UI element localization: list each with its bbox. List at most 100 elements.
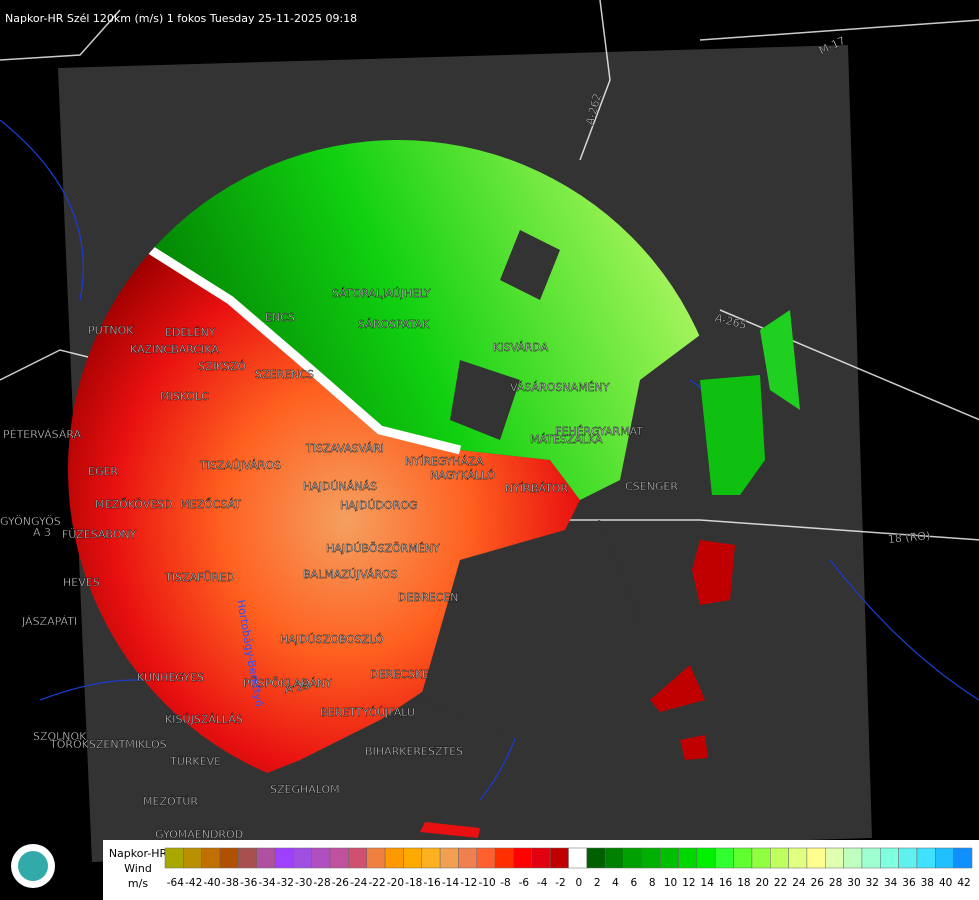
legend-swatch	[861, 847, 881, 869]
legend-swatch	[714, 847, 734, 869]
place-label: MEZŐTÚR	[143, 794, 198, 808]
legend-tick-label: 42	[957, 877, 970, 889]
radar-echo	[68, 140, 720, 800]
legend-tick-label: 16	[719, 877, 733, 889]
place-label: FEHÉRGYARMAT	[555, 425, 643, 438]
map-title: Napkor-HR Szél 120km (m/s) 1 fokos Tuesd…	[5, 12, 357, 25]
legend-tick-label: 36	[902, 877, 916, 889]
legend-swatch	[183, 847, 202, 869]
place-label: FÜZESABONY	[62, 528, 137, 541]
legend-swatch	[311, 847, 331, 869]
legend-tick-label: -6	[519, 877, 530, 889]
legend-swatch	[238, 847, 257, 869]
legend-tick-label: -16	[424, 877, 441, 889]
place-label: TÚRKEVE	[169, 755, 221, 768]
legend-tick-label: -8	[500, 877, 510, 889]
legend-swatch	[421, 847, 441, 869]
legend-swatch	[806, 847, 826, 869]
place-label: BERETTYÓÚJFALU	[320, 706, 415, 719]
legend-tick-label: -36	[240, 877, 257, 889]
legend-tick-label: 8	[649, 877, 656, 889]
legend-tick-label: -28	[313, 877, 330, 889]
place-label: KISVÁRDA	[493, 341, 549, 354]
place-label: CSENGER	[625, 480, 678, 493]
place-label: PÉTERVÁSÁRA	[3, 428, 82, 441]
legend-swatch	[843, 847, 863, 869]
legend-swatch	[788, 847, 808, 869]
legend-tick-label: 22	[774, 877, 787, 889]
legend-tick-label: -2	[555, 877, 565, 889]
legend-tick-label: -10	[479, 877, 496, 889]
legend-tick-label: 24	[792, 877, 806, 889]
legend-tick-label: -20	[387, 877, 404, 889]
place-label: SZEGHALOM	[270, 783, 340, 796]
legend-tick-label: 20	[756, 877, 769, 889]
place-label: NAGYKÁLLÓ	[430, 469, 496, 482]
legend-swatch	[384, 847, 404, 869]
place-label: HAJDÚSZOBOSZLÓ	[280, 633, 384, 646]
place-label: DEBRECEN	[398, 591, 458, 604]
legend-tick-label: 26	[811, 877, 825, 889]
legend-swatch	[733, 847, 753, 869]
legend-swatch	[898, 847, 918, 869]
place-label: HAJDÚDOROG	[340, 499, 418, 512]
legend-tick-label: -12	[460, 877, 477, 889]
legend-swatch	[549, 847, 569, 869]
legend-tick-label: -18	[405, 877, 422, 889]
place-label: EGER	[88, 465, 118, 478]
place-label: HAJDÚNÁNÁS	[303, 480, 377, 493]
legend-swatch	[513, 847, 533, 869]
legend-swatch	[164, 847, 184, 869]
legend-tick-label: 4	[612, 877, 619, 889]
place-label: MEZŐCSÁT	[180, 497, 241, 511]
legend-tick-label: -40	[203, 877, 220, 889]
place-label: SZIKSZÓ	[198, 360, 246, 373]
legend-swatch	[366, 847, 386, 869]
legend-swatch	[770, 847, 789, 869]
legend-swatch	[586, 847, 606, 869]
legend-swatch	[696, 847, 716, 869]
legend-tick-label: -64	[167, 877, 184, 889]
place-label: HAJDÚBÖSZÖRMÉNY	[326, 542, 440, 555]
place-label: KISÚJSZÁLLÁS	[165, 713, 243, 726]
legend-swatch	[256, 847, 276, 869]
place-label: DERECSKE	[370, 668, 429, 681]
legend-tick-label: 0	[575, 877, 582, 889]
legend-swatch	[880, 847, 899, 869]
place-label: MISKOLC	[160, 390, 209, 403]
place-label: TÖRÖKSZENTMIKLÓS	[49, 738, 167, 751]
legend-tick-label: -30	[295, 877, 312, 889]
place-label: NYÍRBÁTOR	[505, 482, 568, 495]
place-label: MEZŐKÖVESD	[95, 497, 173, 511]
place-label: TISZAVASVÁRI	[305, 442, 384, 455]
labels: PUTNOK EDELÉNY KAZINCBARCIKA SZIKSZÓ SZERENC…	[0, 34, 931, 841]
road-label: 18 (RO)	[887, 529, 930, 546]
echo-patches	[420, 310, 800, 838]
legend-swatch	[678, 847, 698, 869]
legend-title: Wind	[124, 862, 152, 875]
place-label: SZOLNOK	[33, 730, 87, 743]
legend-tick-label: 32	[866, 877, 879, 889]
legend-swatch	[604, 847, 624, 869]
legend-swatch	[348, 847, 367, 869]
legend-tick-label: -38	[222, 877, 239, 889]
place-label: GYOMAENDRŐD	[155, 827, 243, 841]
place-label: NYÍREGYHÁZA	[405, 455, 484, 468]
place-label: SÁROSPATAK	[358, 318, 430, 331]
legend-swatch	[458, 847, 478, 869]
legend-tick-label: 30	[847, 877, 860, 889]
legend-tick-label: 40	[939, 877, 952, 889]
road-label: A 3	[33, 526, 51, 539]
place-label: BALMAZÚJVÁROS	[303, 568, 398, 581]
legend-tick-label: -4	[537, 877, 548, 889]
legend-swatch	[329, 847, 349, 869]
legend-swatch	[403, 847, 423, 869]
legend-tick-label: -42	[185, 877, 202, 889]
place-label: SZERENCS	[255, 368, 314, 381]
legend-tick-label: 38	[921, 877, 934, 889]
legend-tick-label: 34	[884, 877, 898, 889]
legend-swatch	[751, 847, 771, 869]
place-label: ENCS	[265, 311, 295, 324]
legend-tick-label: 12	[682, 877, 695, 889]
